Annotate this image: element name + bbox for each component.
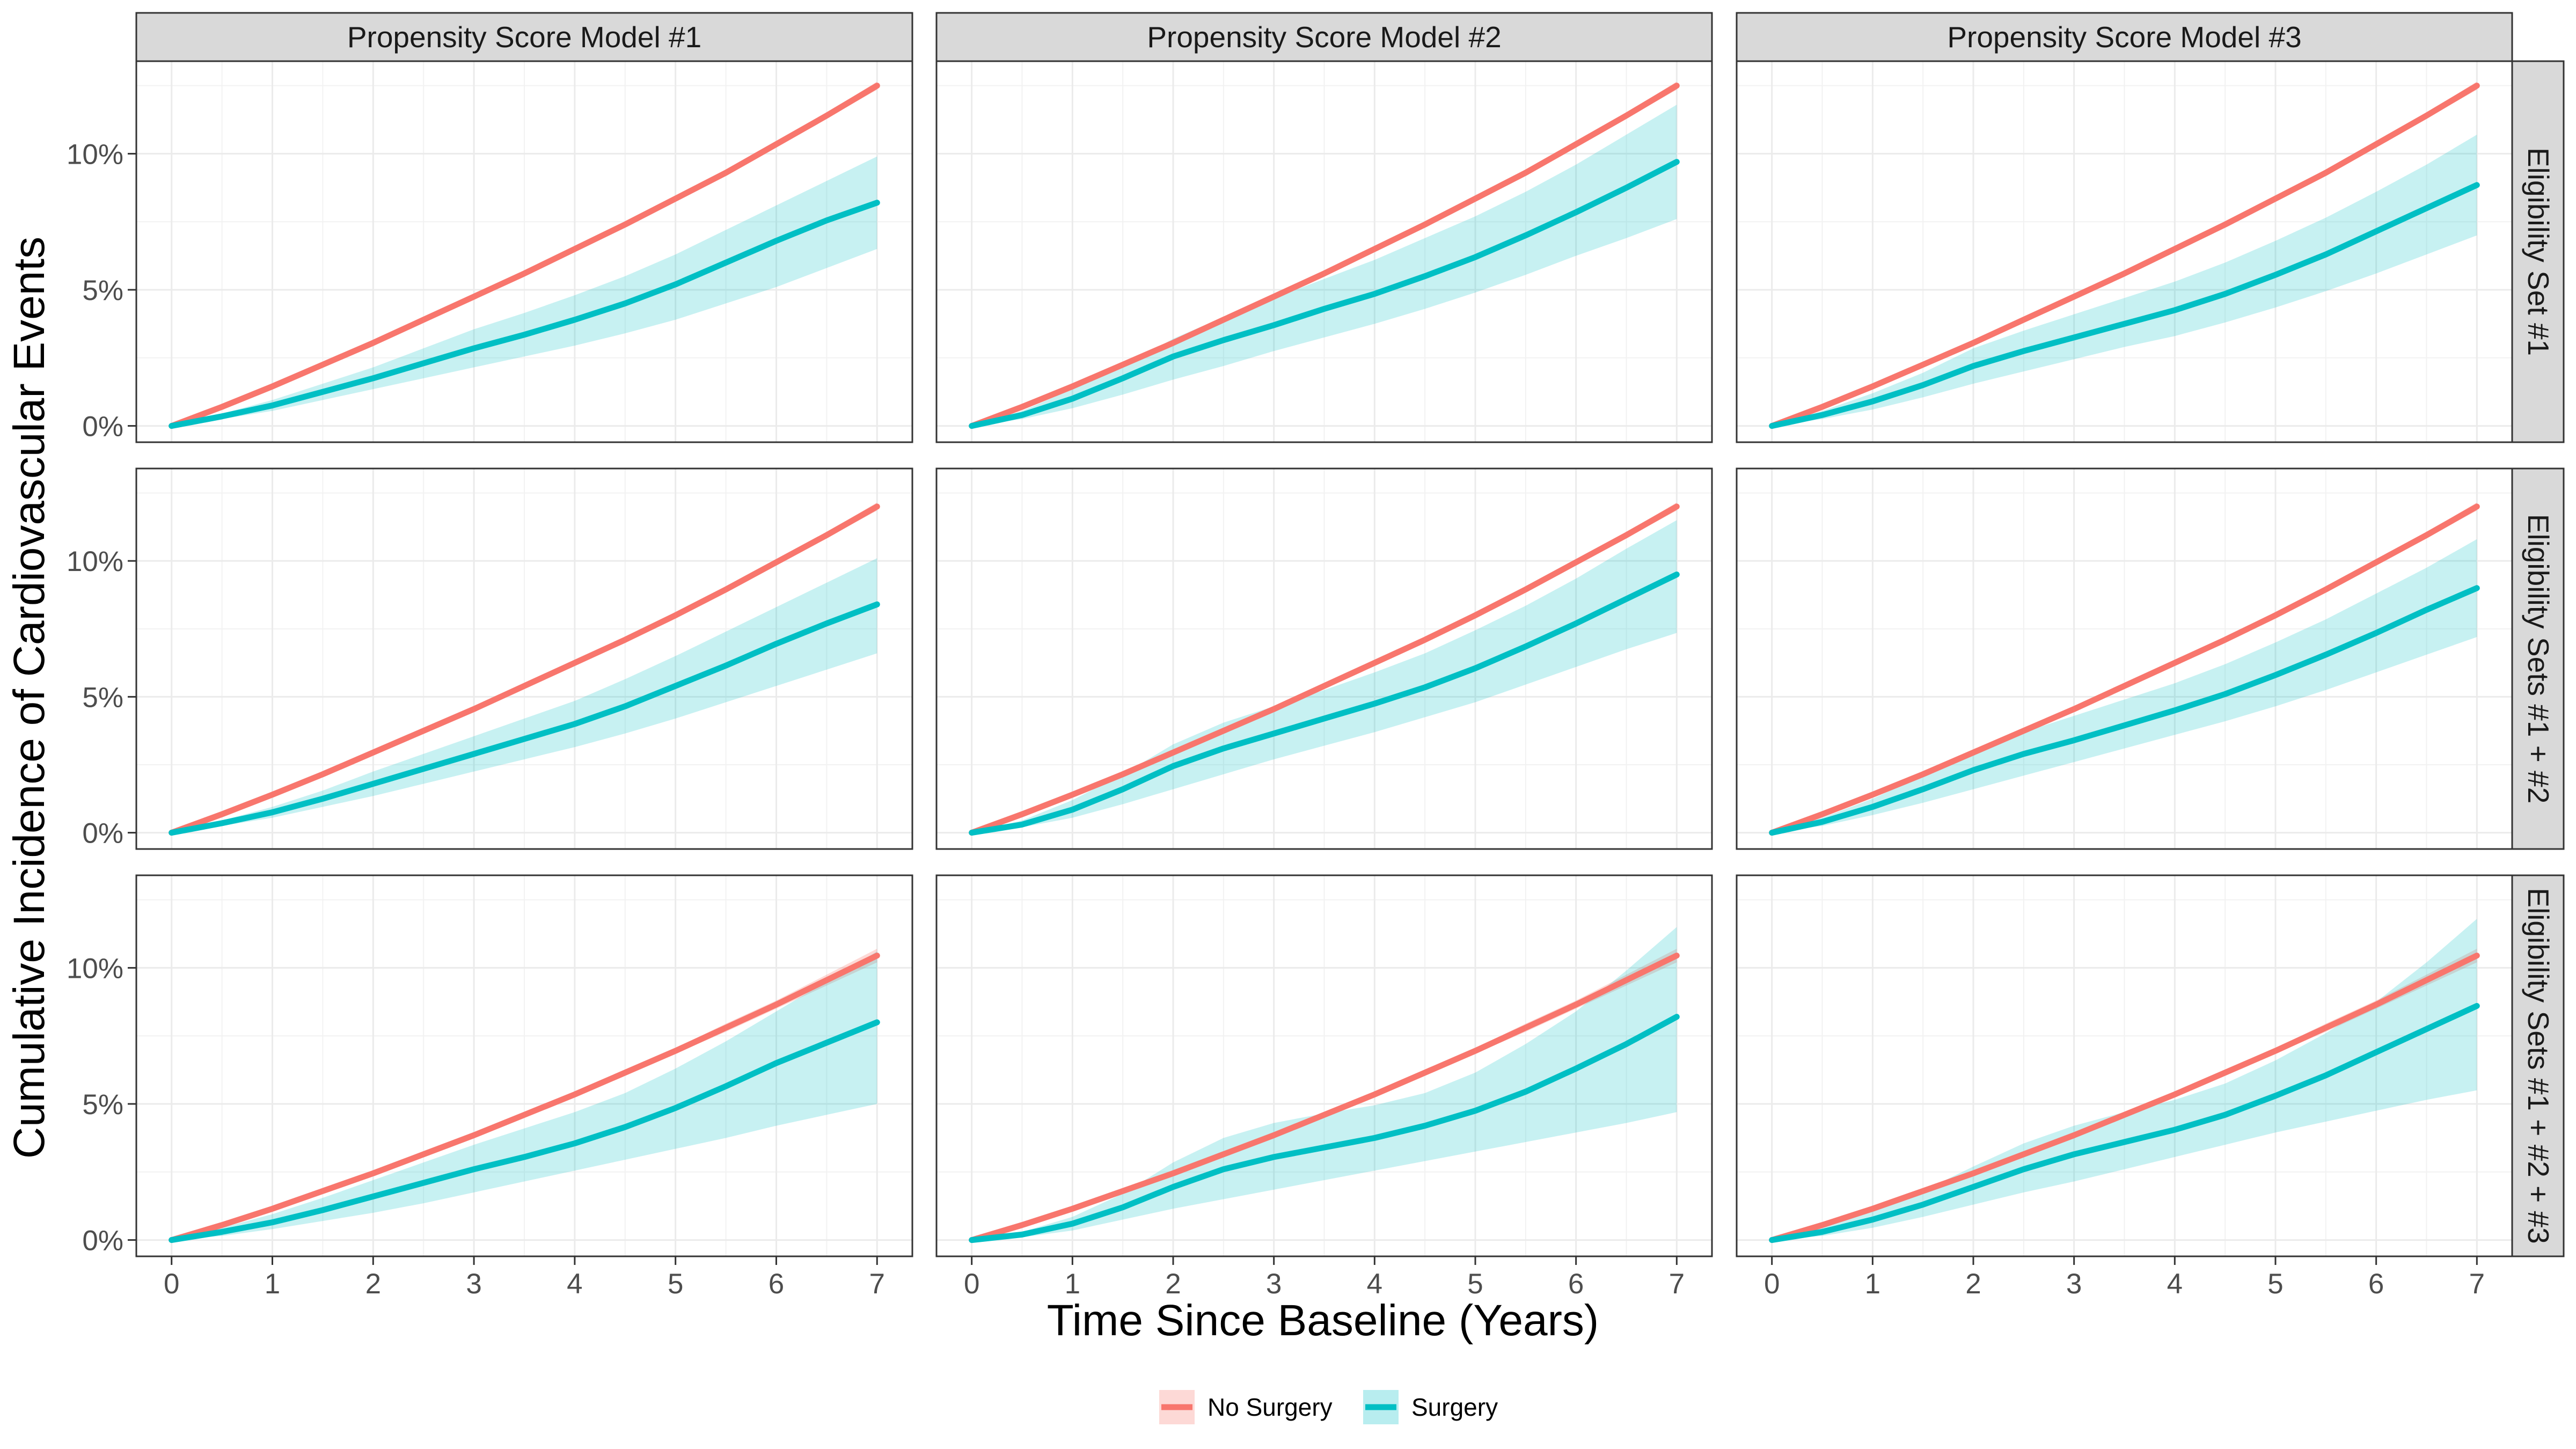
row-strip-label: Eligibility Sets #1 + #2 xyxy=(2522,514,2555,804)
legend-label: Surgery xyxy=(1411,1393,1498,1421)
series-line-no-surgery xyxy=(1769,953,2480,1243)
y-tick-label: 10% xyxy=(67,546,123,577)
y-tick-label: 0% xyxy=(82,818,123,850)
series-line-no-surgery xyxy=(169,953,880,1243)
x-tick-label: 0 xyxy=(1764,1268,1780,1300)
column-strip-label: Propensity Score Model #2 xyxy=(1147,20,1501,54)
x-tick-label: 2 xyxy=(1965,1268,1981,1300)
y-tick-label: 5% xyxy=(82,275,123,306)
series-line-no-surgery xyxy=(1769,503,2480,836)
x-tick-label: 6 xyxy=(769,1268,784,1300)
x-tick-label: 2 xyxy=(1165,1268,1181,1300)
row-strip-label: Eligibility Sets #1 + #2 + #3 xyxy=(2522,888,2555,1243)
x-tick-label: 7 xyxy=(869,1268,885,1300)
series-line-surgery xyxy=(1769,585,2480,836)
legend: No Surgery Surgery xyxy=(1159,1390,1498,1424)
series-line-no-surgery xyxy=(169,503,880,836)
x-tick-label: 4 xyxy=(1367,1268,1382,1300)
x-tick-label: 2 xyxy=(365,1268,381,1300)
ci-band-surgery xyxy=(971,520,1677,833)
y-tick-label: 0% xyxy=(82,1225,123,1257)
ci-band-surgery xyxy=(1772,134,2477,426)
panel-r2-c2 xyxy=(1736,874,2513,1257)
axis-ticks: 0% 5% 10% 0% 5% 10% 0 1 2 3 4 5 6 7 0% 5% 10% 0 1 2 3 4 5 6 7 0 1 2… xyxy=(67,138,2485,1300)
x-tick-label: 0 xyxy=(164,1268,179,1300)
column-strip xyxy=(1736,12,2513,62)
legend-item-no-surgery: No Surgery xyxy=(1159,1390,1333,1424)
y-tick-label: 10% xyxy=(67,953,123,984)
panel-border xyxy=(135,874,913,1257)
row-strip-label: Eligibility Set #1 xyxy=(2522,148,2555,356)
panel-border xyxy=(935,874,1713,1257)
column-strip xyxy=(135,12,913,62)
series-line-surgery xyxy=(169,1019,880,1243)
series-line-no-surgery xyxy=(969,503,1680,836)
x-tick-label: 5 xyxy=(2267,1268,2283,1300)
series-line-surgery xyxy=(1769,182,2480,429)
x-tick-label: 1 xyxy=(1865,1268,1880,1300)
x-tick-label: 3 xyxy=(1266,1268,1282,1300)
series-line-surgery xyxy=(969,1014,1680,1243)
y-tick-label: 5% xyxy=(82,1089,123,1121)
x-tick-label: 0 xyxy=(964,1268,979,1300)
x-tick-label: 4 xyxy=(567,1268,582,1300)
x-tick-label: 1 xyxy=(265,1268,280,1300)
y-tick-label: 10% xyxy=(67,138,123,170)
ci-band-surgery xyxy=(1772,539,2477,833)
row-strip xyxy=(2511,60,2565,443)
series-line-surgery xyxy=(169,601,880,836)
series-line-surgery xyxy=(1769,1002,2480,1243)
ci-band-surgery xyxy=(171,952,877,1240)
series-line-surgery xyxy=(169,200,880,429)
ci-band-surgery xyxy=(971,927,1677,1240)
panel-r2-c0 xyxy=(135,874,913,1257)
series-line-no-surgery xyxy=(969,953,1680,1243)
panel-r0-c2 xyxy=(1736,60,2513,443)
legend-item-surgery: Surgery xyxy=(1363,1390,1498,1424)
x-tick-label: 5 xyxy=(668,1268,683,1300)
panel-r1-c1 xyxy=(935,467,1713,850)
x-tick-label: 1 xyxy=(1065,1268,1080,1300)
panel-r0-c1 xyxy=(935,60,1713,443)
row-strip xyxy=(2511,874,2565,1257)
series-line-no-surgery xyxy=(169,83,880,429)
legend-label: No Surgery xyxy=(1208,1393,1333,1421)
panel-r2-c1 xyxy=(935,874,1713,1257)
panel-r1-c2 xyxy=(1736,467,2513,850)
x-tick-label: 4 xyxy=(2167,1268,2183,1300)
series-line-surgery xyxy=(969,159,1680,429)
panel-border xyxy=(935,467,1713,850)
facet-strips: Propensity Score Model #1 Propensity Scor… xyxy=(135,12,2565,1257)
panel-border xyxy=(135,467,913,850)
x-tick-label: 3 xyxy=(466,1268,481,1300)
column-strip xyxy=(935,12,1713,62)
x-axis-title: Time Since Baseline (Years) xyxy=(1047,1296,1599,1345)
ci-band-surgery xyxy=(171,156,877,426)
y-tick-label: 0% xyxy=(82,411,123,443)
series-line-no-surgery xyxy=(1769,83,2480,429)
y-tick-label: 5% xyxy=(82,682,123,713)
x-tick-label: 7 xyxy=(2469,1268,2485,1300)
y-axis-title: Cumulative Incidence of Cardiovascular E… xyxy=(5,237,54,1159)
ci-band-surgery xyxy=(971,105,1677,426)
ci-band-surgery xyxy=(171,558,877,833)
x-tick-label: 6 xyxy=(1568,1268,1584,1300)
x-tick-label: 5 xyxy=(1467,1268,1483,1300)
panels-layer xyxy=(135,60,2513,1257)
ci-band-surgery xyxy=(1772,919,2477,1240)
row-strip xyxy=(2511,467,2565,850)
x-tick-label: 3 xyxy=(2066,1268,2082,1300)
panel-r1-c0 xyxy=(135,467,913,850)
panel-r0-c0 xyxy=(135,60,913,443)
x-tick-label: 6 xyxy=(2368,1268,2384,1300)
column-strip-label: Propensity Score Model #1 xyxy=(347,20,701,54)
series-line-surgery xyxy=(969,572,1680,836)
column-strip-label: Propensity Score Model #3 xyxy=(1947,20,2301,54)
series-line-no-surgery xyxy=(969,83,1680,429)
x-tick-label: 7 xyxy=(1669,1268,1685,1300)
